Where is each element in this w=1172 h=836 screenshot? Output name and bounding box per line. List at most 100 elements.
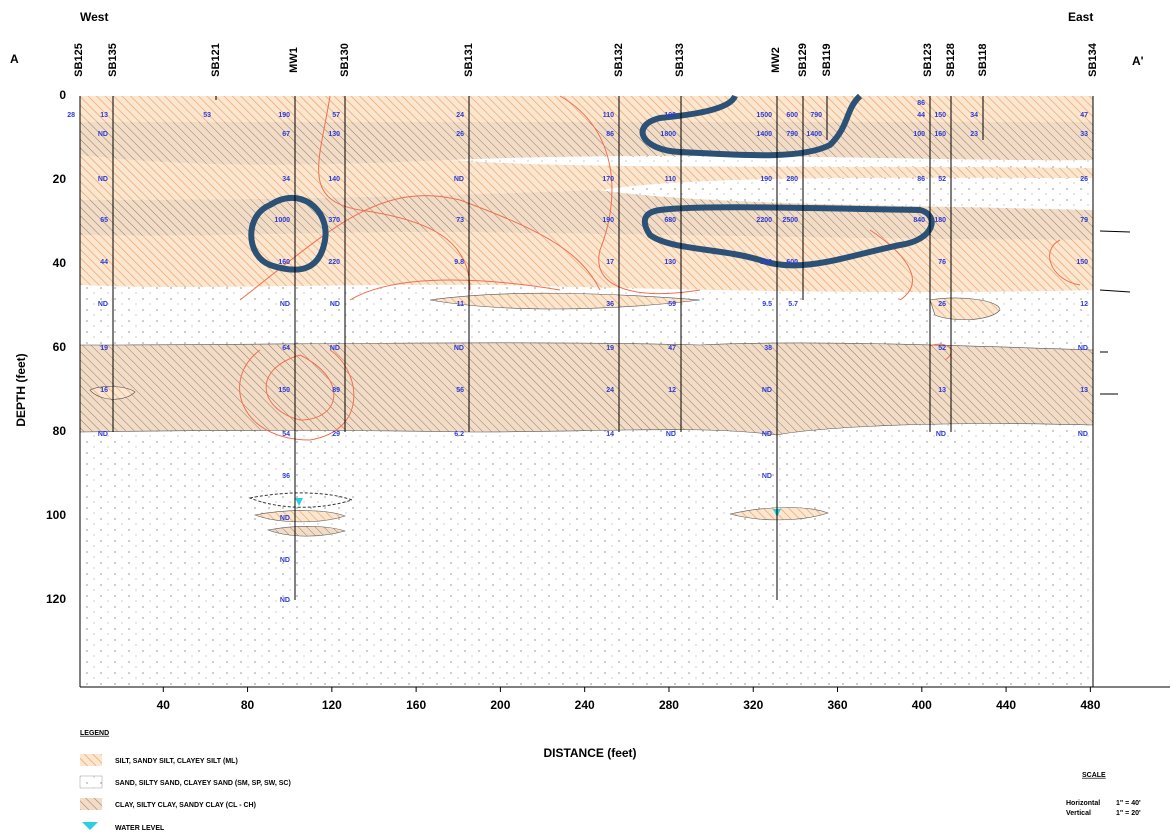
concentration-label: 1400 [756,131,772,138]
concentration-label: ND [280,515,290,522]
concentration-label: ND [98,131,108,138]
concentration-label: ND [762,387,772,394]
concentration-label: 38 [764,345,772,352]
concentration-label: 34 [282,176,290,183]
x-tick-label: 280 [659,698,679,712]
concentration-label: 220 [328,259,340,266]
boring-name: SB123 [922,43,934,77]
concentration-label: 54 [282,431,290,438]
concentration-label: ND [280,557,290,564]
x-tick-label: 400 [912,698,932,712]
boring-name: MW2 [770,47,782,73]
concentration-label: 47 [668,345,676,352]
boring-name: SB135 [107,43,119,77]
concentration-label: 5.7 [788,301,798,308]
concentration-label: 12 [668,387,676,394]
concentration-label: 600 [786,259,798,266]
concentration-label: 680 [664,217,676,224]
concentration-label: ND [762,431,772,438]
concentration-label: ND [98,431,108,438]
scale-title: SCALE [1082,772,1106,779]
boring-name: SB132 [613,43,625,77]
concentration-label: 150 [1076,259,1088,266]
concentration-label: 6.2 [454,431,464,438]
concentration-label: 150 [278,387,290,394]
scale: SCALE Horizontal 1" = 40' Vertical 1" = … [1066,772,1141,817]
concentration-label: 1500 [756,112,772,119]
scale-vertical-label: Vertical [1066,810,1091,817]
concentration-label: 110 [603,112,614,119]
concentration-label: 190 [664,112,676,119]
concentration-label: 73 [456,217,464,224]
concentration-label: 140 [328,176,340,183]
section-body [80,96,1170,687]
x-tick-label: 120 [322,698,342,712]
boring-name: SB133 [674,43,686,77]
y-tick-label: 100 [46,508,66,522]
concentration-label: 59 [668,301,676,308]
concentration-label: 16 [100,387,108,394]
concentration-label: 26 [938,301,946,308]
cross-section: West East A A' DEPTH (feet) DISTANCE (fe… [0,0,1172,836]
concentration-label: ND [280,301,290,308]
concentration-label: 1800 [660,131,676,138]
concentration-label: 36 [282,473,290,480]
scale-horizontal-value: 1" = 40' [1116,800,1141,807]
concentration-label: 53 [203,112,211,119]
concentration-label: 28 [67,112,75,119]
boring-name: SB130 [339,43,351,77]
a-prime-label: A' [1132,54,1144,68]
y-tick-label: 120 [46,592,66,606]
boring-name: SB134 [1087,42,1099,77]
concentration-label: ND [330,301,340,308]
legend-item: SAND, SILTY SAND, CLAYEY SAND (SM, SP, S… [115,780,291,787]
x-tick-label: 80 [241,698,255,712]
concentration-label: 89 [332,387,340,394]
y-tick-label: 60 [53,340,67,354]
concentration-label: 170 [602,176,614,183]
x-tick-label: 160 [406,698,426,712]
concentration-label: 29 [332,431,340,438]
boring-name: SB121 [210,43,222,77]
concentration-label: 840 [913,217,925,224]
scale-horizontal-label: Horizontal [1066,800,1100,807]
x-tick-label: 40 [157,698,171,712]
concentration-label: 160 [278,259,290,266]
concentration-label: 100 [913,131,925,138]
concentration-label: ND [666,431,676,438]
concentration-label: 190 [760,176,772,183]
concentration-label: ND [330,345,340,352]
scale-vertical-value: 1" = 20' [1116,810,1141,817]
y-axis-label: DEPTH (feet) [14,353,28,426]
y-tick-label: 40 [53,256,67,270]
concentration-label: 86 [917,100,925,107]
concentration-label: 13 [100,112,108,119]
concentration-label: 2500 [782,217,798,224]
boring-name: SB119 [821,43,833,76]
concentration-label: 79 [1080,217,1088,224]
boring-name: SB129 [797,43,809,77]
a-label: A [10,52,19,66]
concentration-label: ND [454,176,464,183]
concentration-label: ND [98,301,108,308]
legend-title: LEGEND [80,730,109,737]
concentration-label: 14 [606,431,614,438]
concentration-label: 2200 [756,217,772,224]
legend-item: CLAY, SILTY CLAY, SANDY CLAY (CL - CH) [115,802,256,809]
concentration-label: 65 [100,217,108,224]
east-label: East [1068,10,1093,24]
concentration-label: ND [1078,345,1088,352]
x-tick-label: 480 [1080,698,1100,712]
concentration-label: 86 [917,176,925,183]
x-tick-label: 320 [743,698,763,712]
concentration-label: 190 [602,217,614,224]
concentration-label: 790 [786,131,798,138]
concentration-label: 13 [1080,387,1088,394]
concentration-label: 56 [456,387,464,394]
concentration-label: 64 [282,345,290,352]
x-tick-label: 440 [996,698,1016,712]
concentration-label: 290 [760,259,772,266]
legend-item: WATER LEVEL [115,825,165,832]
concentration-label: 17 [606,259,614,266]
concentration-label: ND [936,431,946,438]
